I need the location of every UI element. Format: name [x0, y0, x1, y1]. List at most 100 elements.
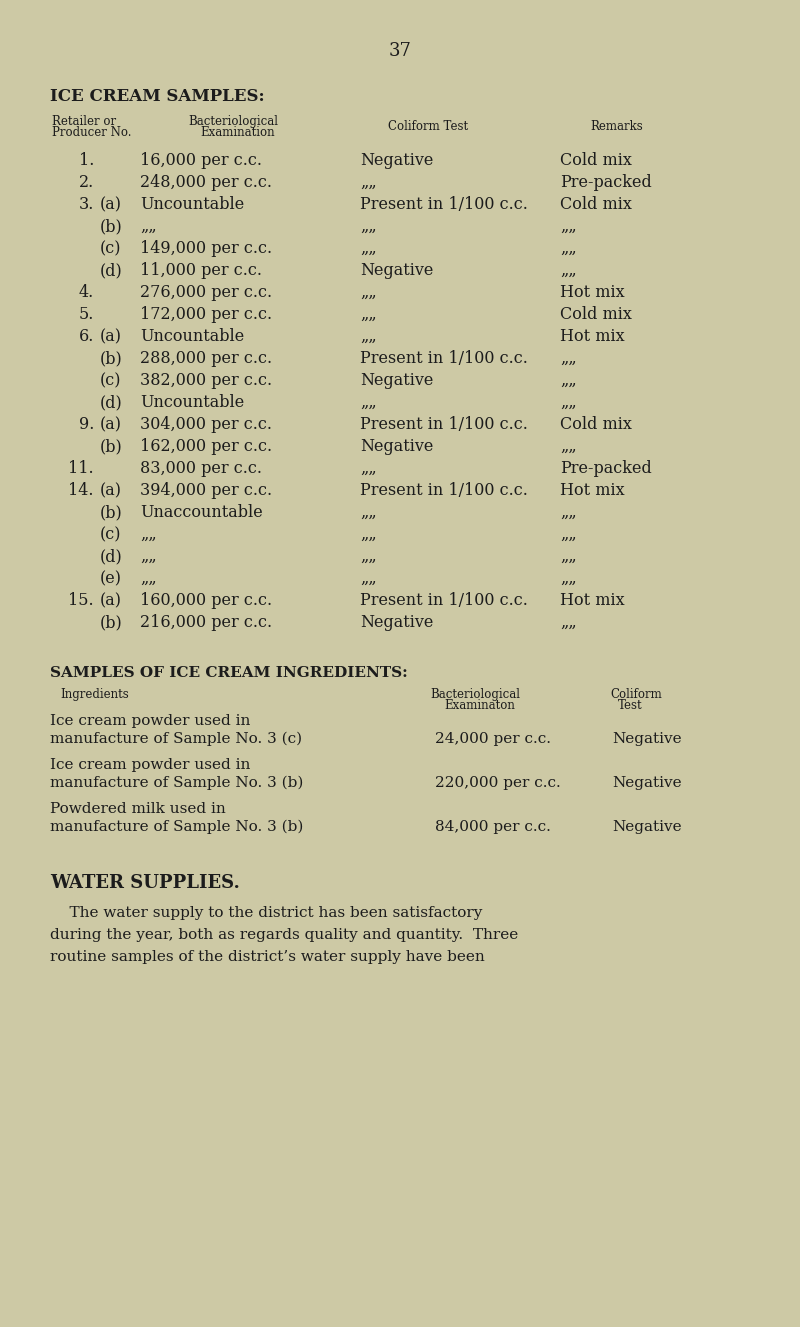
Text: 6.: 6. [78, 328, 94, 345]
Text: Negative: Negative [360, 438, 434, 455]
Text: „„: „„ [360, 460, 377, 476]
Text: „„: „„ [560, 218, 577, 235]
Text: „„: „„ [360, 240, 377, 257]
Text: (a): (a) [100, 415, 122, 433]
Text: „„: „„ [560, 261, 577, 279]
Text: Uncountable: Uncountable [140, 394, 244, 411]
Text: (d): (d) [100, 548, 122, 565]
Text: Negative: Negative [360, 614, 434, 632]
Text: „„: „„ [360, 504, 377, 522]
Text: 16,000 per c.c.: 16,000 per c.c. [140, 153, 262, 169]
Text: 1.: 1. [78, 153, 94, 169]
Text: 37: 37 [389, 42, 411, 60]
Text: „„: „„ [560, 571, 577, 587]
Text: 160,000 per c.c.: 160,000 per c.c. [140, 592, 272, 609]
Text: 304,000 per c.c.: 304,000 per c.c. [140, 415, 272, 433]
Text: (d): (d) [100, 394, 122, 411]
Text: 288,000 per c.c.: 288,000 per c.c. [140, 350, 272, 368]
Text: Unaccountable: Unaccountable [140, 504, 262, 522]
Text: „„: „„ [140, 218, 157, 235]
Text: „„: „„ [360, 548, 377, 565]
Text: „„: „„ [360, 307, 377, 322]
Text: „„: „„ [560, 504, 577, 522]
Text: 276,000 per c.c.: 276,000 per c.c. [140, 284, 272, 301]
Text: „„: „„ [140, 571, 157, 587]
Text: „„: „„ [560, 372, 577, 389]
Text: WATER SUPPLIES.: WATER SUPPLIES. [50, 874, 240, 892]
Text: Pre-packed: Pre-packed [560, 460, 652, 476]
Text: „„: „„ [560, 350, 577, 368]
Text: 15.: 15. [68, 592, 94, 609]
Text: during the year, both as regards quality and quantity.  Three: during the year, both as regards quality… [50, 928, 518, 942]
Text: „„: „„ [360, 218, 377, 235]
Text: 394,000 per c.c.: 394,000 per c.c. [140, 482, 272, 499]
Text: „„: „„ [360, 174, 377, 191]
Text: (c): (c) [100, 525, 122, 543]
Text: Test: Test [618, 699, 642, 713]
Text: ICE CREAM SAMPLES:: ICE CREAM SAMPLES: [50, 88, 265, 105]
Text: Cold mix: Cold mix [560, 307, 632, 322]
Text: Uncountable: Uncountable [140, 328, 244, 345]
Text: Hot mix: Hot mix [560, 284, 625, 301]
Text: Ingredients: Ingredients [60, 687, 129, 701]
Text: Negative: Negative [360, 261, 434, 279]
Text: (a): (a) [100, 328, 122, 345]
Text: 172,000 per c.c.: 172,000 per c.c. [140, 307, 272, 322]
Text: 84,000 per c.c.: 84,000 per c.c. [435, 820, 551, 833]
Text: Powdered milk used in: Powdered milk used in [50, 802, 226, 816]
Text: Uncountable: Uncountable [140, 196, 244, 214]
Text: 9.: 9. [78, 415, 94, 433]
Text: „„: „„ [360, 394, 377, 411]
Text: Present in 1/100 c.c.: Present in 1/100 c.c. [360, 350, 528, 368]
Text: „„: „„ [560, 240, 577, 257]
Text: manufacture of Sample No. 3 (b): manufacture of Sample No. 3 (b) [50, 776, 303, 791]
Text: Cold mix: Cold mix [560, 153, 632, 169]
Text: Hot mix: Hot mix [560, 482, 625, 499]
Text: 11.: 11. [68, 460, 94, 476]
Text: 248,000 per c.c.: 248,000 per c.c. [140, 174, 272, 191]
Text: Present in 1/100 c.c.: Present in 1/100 c.c. [360, 482, 528, 499]
Text: Bacteriological: Bacteriological [188, 115, 278, 127]
Text: Coliform Test: Coliform Test [388, 119, 468, 133]
Text: (d): (d) [100, 261, 122, 279]
Text: (e): (e) [100, 571, 122, 587]
Text: Producer No.: Producer No. [52, 126, 131, 139]
Text: (a): (a) [100, 592, 122, 609]
Text: „„: „„ [360, 284, 377, 301]
Text: „„: „„ [140, 548, 157, 565]
Text: (c): (c) [100, 240, 122, 257]
Text: „„: „„ [560, 394, 577, 411]
Text: Present in 1/100 c.c.: Present in 1/100 c.c. [360, 196, 528, 214]
Text: „„: „„ [360, 328, 377, 345]
Text: „„: „„ [360, 525, 377, 543]
Text: 2.: 2. [78, 174, 94, 191]
Text: Remarks: Remarks [590, 119, 642, 133]
Text: Cold mix: Cold mix [560, 196, 632, 214]
Text: SAMPLES OF ICE CREAM INGREDIENTS:: SAMPLES OF ICE CREAM INGREDIENTS: [50, 666, 408, 679]
Text: 382,000 per c.c.: 382,000 per c.c. [140, 372, 272, 389]
Text: Pre-packed: Pre-packed [560, 174, 652, 191]
Text: 162,000 per c.c.: 162,000 per c.c. [140, 438, 272, 455]
Text: Ice cream powder used in: Ice cream powder used in [50, 758, 250, 772]
Text: (c): (c) [100, 372, 122, 389]
Text: Negative: Negative [360, 372, 434, 389]
Text: Coliform: Coliform [610, 687, 662, 701]
Text: „„: „„ [560, 614, 577, 632]
Text: 11,000 per c.c.: 11,000 per c.c. [140, 261, 262, 279]
Text: „„: „„ [560, 525, 577, 543]
Text: Present in 1/100 c.c.: Present in 1/100 c.c. [360, 592, 528, 609]
Text: 83,000 per c.c.: 83,000 per c.c. [140, 460, 262, 476]
Text: The water supply to the district has been satisfactory: The water supply to the district has bee… [50, 906, 482, 920]
Text: 220,000 per c.c.: 220,000 per c.c. [435, 776, 561, 790]
Text: manufacture of Sample No. 3 (b): manufacture of Sample No. 3 (b) [50, 820, 303, 835]
Text: Cold mix: Cold mix [560, 415, 632, 433]
Text: (a): (a) [100, 196, 122, 214]
Text: Present in 1/100 c.c.: Present in 1/100 c.c. [360, 415, 528, 433]
Text: (b): (b) [100, 218, 122, 235]
Text: 216,000 per c.c.: 216,000 per c.c. [140, 614, 272, 632]
Text: 4.: 4. [78, 284, 94, 301]
Text: Negative: Negative [612, 776, 682, 790]
Text: 24,000 per c.c.: 24,000 per c.c. [435, 733, 551, 746]
Text: (b): (b) [100, 350, 122, 368]
Text: 5.: 5. [78, 307, 94, 322]
